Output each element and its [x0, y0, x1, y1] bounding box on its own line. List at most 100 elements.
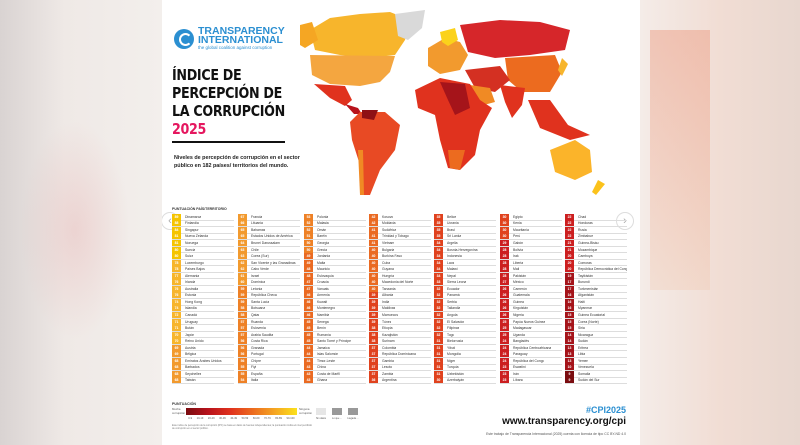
- score-badge: 65: [238, 226, 247, 233]
- country-name: Albania: [382, 293, 394, 298]
- list-item: 23 Líbano: [500, 377, 562, 385]
- score-badge: 72: [172, 311, 181, 318]
- country-name: Taiwán: [185, 378, 196, 383]
- country-name: Colombia: [382, 345, 397, 350]
- list-item: 74 Islandia: [172, 305, 234, 313]
- country-name: Estados Unidos de América: [251, 234, 293, 239]
- list-item: 40 Burkina Faso: [369, 253, 431, 260]
- list-item: 32 Serbia: [434, 298, 496, 306]
- list-item: 70 Reino Unido: [172, 338, 234, 345]
- legend-tick: 0-9: [188, 417, 193, 420]
- list-item: 46 Kuwait: [304, 298, 366, 306]
- list-item: 32 Ecuador: [434, 285, 496, 293]
- list-item: 26 Kirguistán: [500, 305, 562, 313]
- carousel-next-button[interactable]: ›: [616, 212, 634, 230]
- legend-tick: 70-79: [264, 417, 271, 420]
- list-item: 30 Perú: [500, 233, 562, 241]
- country-name: Namibia: [317, 312, 330, 317]
- list-item: 32 Angola: [434, 311, 496, 319]
- country-name: Libia: [578, 352, 586, 357]
- score-badge: 80: [172, 246, 181, 253]
- country-name: Moldavia: [382, 221, 396, 226]
- map-central-america: [345, 104, 362, 114]
- list-item: 38 Kazajistán: [369, 331, 431, 339]
- score-badge: 40: [369, 246, 378, 253]
- score-badge: 32: [434, 325, 443, 332]
- country-name: Belice: [447, 214, 457, 219]
- score-badge: 35: [434, 233, 443, 240]
- title-year: 2025: [172, 120, 207, 138]
- country-name: Uruguay: [185, 319, 198, 324]
- score-badge: 57: [238, 318, 247, 325]
- ranking-column: 35 Belice 35 Ucrania 35 Brasil 35 Sri Lanka 34 Ar…: [434, 213, 496, 385]
- list-item: 62 Cabo Verde: [238, 266, 300, 273]
- list-item: 49 Malta: [304, 259, 366, 267]
- country-name: Zimbabue: [578, 234, 594, 239]
- legend-no-data-swatch: [316, 408, 326, 415]
- score-badge: 46: [304, 298, 313, 305]
- country-name: Portugal: [251, 352, 264, 357]
- country-name: Hungría: [382, 273, 395, 278]
- score-badge: 23: [500, 377, 509, 384]
- list-item: 40 Cuba: [369, 259, 431, 267]
- country-name: Argelia: [447, 240, 458, 245]
- score-badge: 22: [565, 233, 574, 240]
- score-badge: 56: [238, 344, 247, 351]
- country-name: Kirguistán: [513, 306, 529, 311]
- score-badge: 32: [434, 318, 443, 325]
- list-item: 16 Myanmar: [565, 305, 627, 313]
- country-name: Bulgaria: [382, 247, 395, 252]
- country-name: Guinea: [513, 299, 524, 304]
- list-item: 58 Botsuana: [238, 305, 300, 313]
- score-badge: 55: [238, 370, 247, 377]
- list-item: 31 Bielorrusia: [434, 338, 496, 345]
- score-badge: 39: [369, 305, 378, 312]
- score-badge: 41: [369, 226, 378, 233]
- country-name: Chad: [578, 214, 587, 219]
- country-name: Cuba: [382, 260, 391, 265]
- list-item: 43 China: [304, 364, 366, 372]
- score-badge: 30: [500, 213, 509, 220]
- score-badge: 29: [500, 239, 509, 246]
- list-item: 23 Irán: [500, 370, 562, 378]
- country-name: Ecuador: [447, 286, 460, 291]
- score-badge: 22: [565, 220, 574, 227]
- country-name: Camerún: [513, 286, 527, 291]
- country-name: Madagascar: [513, 326, 532, 331]
- country-name: Benín: [317, 326, 326, 331]
- score-badge: 68: [172, 377, 181, 384]
- country-name: Finlandia: [185, 221, 199, 226]
- score-badge: 26: [500, 292, 509, 299]
- score-badge: 9: [565, 377, 574, 384]
- score-badge: 16: [565, 298, 574, 305]
- score-badge: 68: [172, 370, 181, 377]
- score-badge: 43: [304, 370, 313, 377]
- country-name: Irlanda: [185, 280, 196, 285]
- country-name: Afganistán: [578, 293, 595, 298]
- list-item: 15 Guinea Ecuatorial: [565, 311, 627, 319]
- list-item: 56 Granada: [238, 344, 300, 352]
- list-item: 16 Afganistán: [565, 292, 627, 300]
- score-badge: 34: [434, 259, 443, 266]
- score-badge: 31: [434, 364, 443, 371]
- website-url[interactable]: www.transparency.org/cpi: [502, 416, 626, 427]
- list-item: 22 Rusia: [565, 226, 627, 234]
- score-badge: 25: [500, 325, 509, 332]
- country-name: Bután: [185, 326, 194, 331]
- country-name: Siria: [578, 326, 585, 331]
- list-item: 46 Armenia: [304, 292, 366, 300]
- score-badge: 30: [500, 220, 509, 227]
- map-usa: [310, 55, 395, 86]
- list-item: 26 Guinea: [500, 298, 562, 306]
- country-name: Guyana: [382, 267, 394, 272]
- score-badge: 80: [172, 253, 181, 260]
- ranking-column: 89 Dinamarca 88 Finlandia 84 Singapur 81 Nueva …: [172, 213, 234, 385]
- list-item: 46 Montenegro: [304, 305, 366, 313]
- map-canada: [310, 12, 410, 58]
- score-badge: 67: [238, 213, 247, 220]
- map-middle-east: [465, 66, 510, 92]
- score-badge: 74: [172, 305, 181, 312]
- legend-ticks: 0-9 10-19 20-29 30-39 40-49 50-59 60-69 70-79 80…: [186, 417, 297, 420]
- score-badge: 28: [500, 259, 509, 266]
- country-name: Islandia: [185, 306, 197, 311]
